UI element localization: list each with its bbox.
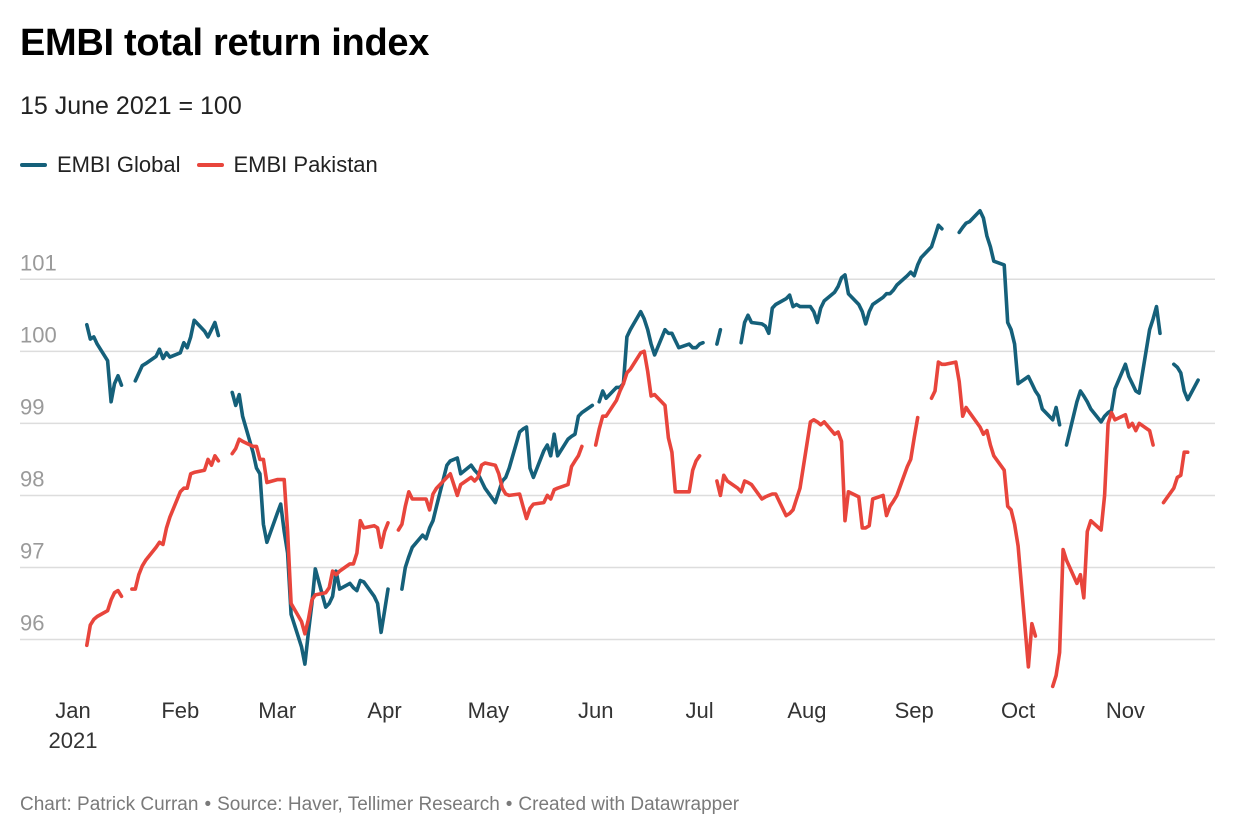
chart-title: EMBI total return index [20,22,430,64]
series-line-segment [597,309,705,404]
series-line-segment [130,454,221,591]
footer-separator: • [505,794,513,815]
y-tick-label: 100 [20,322,57,347]
series-line-segment [1172,362,1200,402]
x-tick-label: Oct [1001,698,1035,723]
series-layer [85,209,1200,689]
y-tick-label: 98 [20,466,44,491]
series-line-segment [957,209,1062,427]
legend-label-pakistan: EMBI Pakistan [233,152,378,177]
series-line-segment [1064,304,1162,447]
x-axis: Jan 2021 Feb Mar Apr May Jun Jul Aug Sep Oct Nov [49,698,1145,753]
series-line-segment [715,415,920,530]
legend-label-global: EMBI Global [57,152,181,177]
series-line-segment [230,437,390,636]
footer-credit: Chart: Patrick Curran [20,794,199,815]
chart-footer: Chart: Patrick Curran • Source: Haver, Tel… [20,794,739,816]
y-tick-label: 101 [20,250,57,275]
series-line-segment [1050,410,1155,689]
x-tick-label: Apr [367,698,401,723]
series-line-segment [1161,450,1190,505]
legend: EMBI Global EMBI Pakistan [20,152,394,178]
grid-layer [20,278,1215,641]
x-tick-label: Aug [787,698,826,723]
chart-subtitle: 15 June 2021 = 100 [20,92,242,120]
x-tick-label: Nov [1106,698,1145,723]
x-tick-label: May [468,698,510,723]
legend-item-global: EMBI Global [20,152,181,178]
series-line-segment [85,588,124,648]
x-tick-label: Feb [161,698,199,723]
x-tick-label: Jul [686,698,714,723]
series-line-segment [739,223,944,345]
x-tick-label: Mar [258,698,296,723]
series-line-segment [85,322,124,404]
series-embi-pakistan [85,349,1190,689]
series-line-segment [400,403,595,591]
legend-item-pakistan: EMBI Pakistan [196,152,378,178]
x-tick-label: Jun [578,698,613,723]
legend-swatch-pakistan [196,163,224,167]
series-line-segment [133,318,221,383]
y-tick-label: 99 [20,394,44,419]
series-line-segment [715,327,723,346]
series-line-segment [396,444,584,532]
series-line-segment [593,349,702,494]
legend-swatch-global [20,163,47,167]
footer-source: Source: Haver, Tellimer Research [217,794,500,815]
series-line-segment [929,360,1038,669]
y-axis: 96 97 98 99 100 101 [20,250,57,635]
x-tick-label: Sep [895,698,934,723]
footer-separator: • [204,794,212,815]
y-tick-label: 97 [20,539,44,564]
x-tick-label: Jan [55,698,90,723]
y-tick-label: 96 [20,611,44,636]
footer-created-with: Created with Datawrapper [518,794,740,815]
x-tick-sublabel: 2021 [49,728,98,753]
